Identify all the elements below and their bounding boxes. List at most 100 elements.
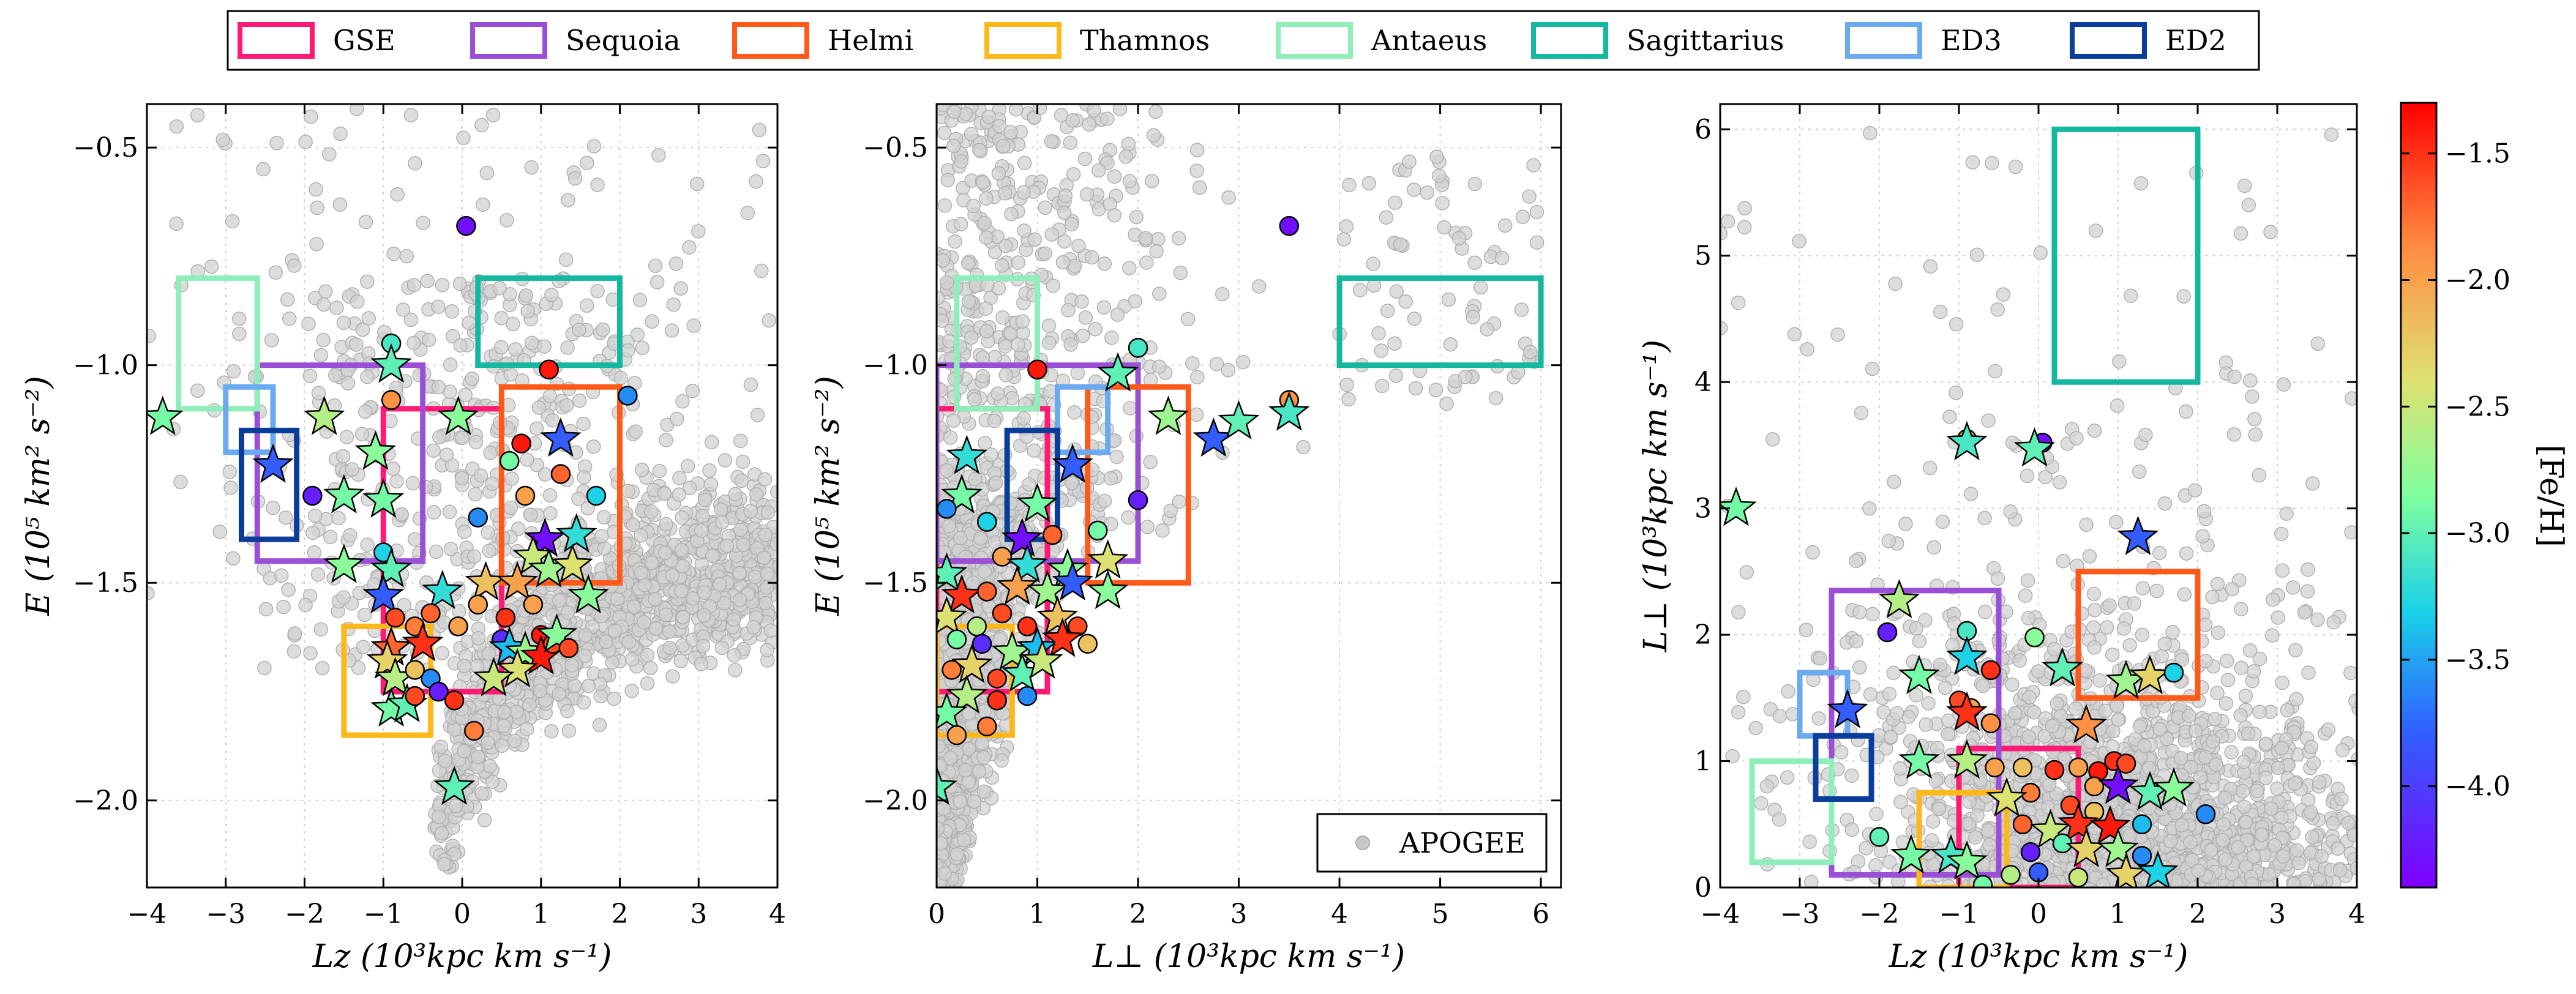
apogee-point (643, 504, 659, 519)
apogee-point (1016, 185, 1032, 200)
legend-label: Helmi (828, 24, 913, 57)
apogee-point (675, 510, 689, 525)
apogee-point (727, 648, 741, 663)
apogee-point (740, 206, 755, 220)
apogee-point (1044, 227, 1059, 242)
apogee-point (652, 463, 667, 479)
apogee-point (627, 599, 642, 615)
apogee-point (1431, 168, 1447, 183)
apogee-point (354, 427, 370, 441)
apogee-point (937, 739, 946, 753)
y-tick-label: −1.5 (73, 567, 138, 599)
apogee-point (763, 623, 777, 638)
apogee-point (998, 368, 1014, 383)
star-point (1128, 337, 1148, 358)
apogee-point (485, 476, 500, 491)
apogee-point (697, 585, 712, 600)
apogee-point (1041, 335, 1057, 350)
apogee-point (968, 471, 983, 487)
apogee-point (408, 156, 422, 171)
apogee-point (613, 370, 628, 386)
legend-entry-helmi: Helmi (732, 22, 913, 59)
apogee-point (403, 312, 419, 327)
apogee-point (1066, 166, 1081, 182)
apogee-point (1185, 356, 1200, 371)
y-tick-label: −1.0 (73, 350, 138, 381)
apogee-point (476, 197, 490, 212)
apogee-point (1190, 370, 1205, 384)
apogee-point (483, 446, 498, 460)
apogee-point (1215, 286, 1230, 302)
star-point (1128, 490, 1148, 510)
star-marker (323, 474, 365, 514)
apogee-point (1009, 104, 1024, 117)
y-tick-label: −2.0 (863, 785, 928, 816)
star-point (967, 616, 987, 637)
apogee-point (567, 678, 582, 693)
star-marker (1087, 569, 1129, 610)
apogee-point (212, 525, 227, 539)
apogee-point (673, 583, 689, 599)
apogee-point (943, 430, 958, 445)
legend-swatch (2070, 22, 2147, 59)
apogee-point (1435, 196, 1450, 211)
apogee-point (421, 332, 436, 348)
star-marker (422, 569, 463, 610)
apogee-point (223, 480, 238, 495)
apogee-point (2220, 673, 2236, 687)
apogee-point (225, 214, 240, 229)
apogee-point (961, 294, 976, 309)
apogee-point (728, 663, 743, 678)
apogee-point (298, 134, 313, 149)
star-marker (524, 517, 566, 557)
box-ed3 (1054, 384, 1111, 455)
apogee-point (590, 284, 605, 299)
star-marker (951, 643, 993, 684)
star-point (618, 386, 638, 406)
apogee-point (1061, 302, 1076, 318)
apogee-point (645, 555, 659, 570)
apogee-point (304, 109, 318, 124)
apogee-point (2379, 816, 2393, 830)
apogee-point (643, 660, 658, 676)
apogee-point (1439, 396, 1454, 411)
x-tick-label: 6 (1532, 899, 1549, 930)
apogee-point (1055, 255, 1071, 270)
star-marker (370, 343, 413, 383)
apogee-point (465, 372, 479, 386)
apogee-point (343, 528, 358, 543)
star-point (1279, 215, 1300, 236)
apogee-point (432, 430, 447, 445)
apogee-point (2301, 665, 2316, 680)
apogee-point (976, 750, 991, 765)
legend-swatch (1531, 22, 1608, 59)
apogee-point (315, 661, 330, 676)
apogee-point (657, 545, 673, 561)
star-point (385, 607, 405, 628)
apogee-point (564, 657, 579, 673)
legend-entry-thamnos: Thamnos (984, 22, 1210, 59)
apogee-point (1173, 265, 1188, 280)
apogee-point (772, 559, 777, 573)
star-marker (1052, 443, 1093, 483)
apogee-point (2380, 855, 2394, 869)
apogee-point (169, 119, 184, 134)
apogee-point (992, 632, 1007, 647)
apogee-point (1096, 300, 1112, 315)
apogee-point (2335, 742, 2350, 758)
apogee-point (749, 487, 764, 502)
apogee-point (523, 507, 538, 522)
apogee-point (1437, 220, 1451, 235)
apogee-point (457, 524, 472, 539)
apogee-point (329, 301, 344, 315)
apogee-point (662, 640, 677, 656)
apogee-point (439, 447, 454, 462)
star-marker (1087, 539, 1129, 579)
apogee-point (1129, 209, 1144, 225)
apogee-point (1428, 383, 1443, 398)
apogee-point (659, 433, 673, 447)
apogee-point (452, 276, 468, 291)
apogee-point (561, 723, 577, 738)
apogee-point (1429, 149, 1444, 164)
star-marker (323, 544, 365, 583)
